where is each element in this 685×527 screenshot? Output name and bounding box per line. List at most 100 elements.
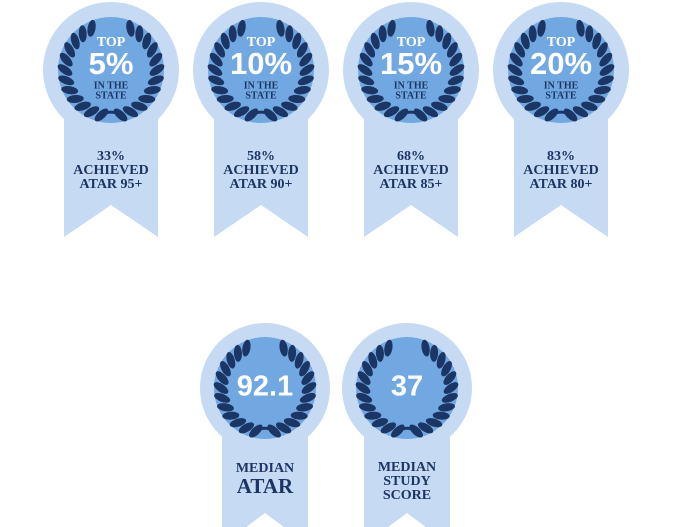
laurel-leaf [275, 422, 292, 434]
ribbon-text: MEDIAN [378, 460, 436, 475]
laurel-leaf [242, 339, 251, 357]
laurel-leaf [380, 422, 397, 434]
laurel-leaf [576, 19, 585, 37]
laurel-leaf [299, 393, 316, 403]
laurel-leaf [355, 382, 371, 394]
laurel-leaf [147, 75, 164, 86]
laurel-leaf [237, 19, 246, 37]
laurel-leaf [66, 94, 84, 103]
laurel-leaf [296, 403, 313, 412]
laurel-leaf [533, 106, 550, 118]
laurel-leaf [244, 108, 259, 122]
laurel-leaf [59, 52, 73, 67]
laurel-leaf [131, 101, 148, 111]
laurel-leaf [442, 32, 452, 50]
laurel-leaf [426, 19, 435, 37]
badge-inner [356, 337, 458, 439]
laurel-leaf [214, 42, 226, 58]
laurel-leaf [58, 75, 75, 86]
laurel-leaf [441, 361, 452, 377]
laurel-leaf [563, 108, 578, 122]
laurel-leaf [263, 108, 278, 122]
laurel-leaf [368, 352, 378, 369]
laurel-leaf [299, 361, 310, 377]
badge-big: 10% [230, 46, 292, 81]
ribbon-text: ACHIEVED [373, 163, 448, 178]
laurel-leaf [301, 371, 315, 385]
laurel-leaf [216, 94, 234, 103]
laurel-leaf [209, 52, 223, 67]
laurel-leaf [64, 42, 76, 58]
laurel-leaf [57, 64, 73, 76]
laurel-stem [250, 110, 272, 117]
laurel-leaf [384, 339, 393, 357]
laurel-leaf [122, 106, 139, 118]
badge-sub: IN THE [544, 80, 579, 91]
laurel-leaf [378, 25, 387, 43]
laurel-leaf [581, 101, 598, 111]
laurel-leaf [126, 19, 135, 37]
laurel-leaf [449, 52, 463, 67]
laurel-leaf [249, 424, 263, 438]
laurel-leaf [87, 19, 96, 37]
laurel-leaf [375, 344, 384, 362]
laurel-leaf [61, 85, 79, 95]
laurel-leaf [508, 75, 525, 86]
laurel-leaf [524, 101, 541, 111]
laurel-leaf [142, 32, 152, 50]
badge-top: TOP [97, 35, 126, 50]
ribbon-text: 68% [397, 149, 425, 164]
laurel-leaf [572, 106, 589, 118]
laurel-leaf [226, 352, 236, 369]
laurel-leaf [296, 42, 308, 58]
laurel-leaf [272, 106, 289, 118]
laurel-leaf [279, 339, 288, 357]
laurel-leaf [425, 418, 443, 428]
laurel-leaf [447, 75, 464, 86]
laurel-leaf [285, 25, 294, 43]
laurel-leaf [267, 424, 281, 438]
laurel-stem [255, 426, 275, 433]
laurel-leaf [215, 371, 229, 385]
laurel-leaf [357, 64, 373, 76]
laurel-leaf [436, 352, 446, 369]
badge-inner [508, 17, 614, 123]
laurel-leaf [74, 101, 91, 111]
laurel-leaf [449, 64, 465, 76]
laurel-leaf [143, 85, 161, 95]
laurel-leaf [514, 42, 526, 58]
laurel-leaf [233, 106, 250, 118]
badge-top: TOP [397, 35, 426, 50]
badge-top: TOP [547, 35, 576, 50]
laurel-leaf [438, 403, 455, 412]
badge-inner [214, 337, 316, 439]
badge-inner [208, 17, 314, 123]
laurel-leaf [70, 32, 80, 50]
badge-inner [58, 17, 164, 123]
ribbon-text: ACHIEVED [73, 163, 148, 178]
laurel-leaf [446, 42, 458, 58]
laurel-leaf [391, 424, 405, 438]
laurel-leaf [441, 393, 458, 403]
laurel-leaf [431, 101, 448, 111]
ribbon-text: 58% [247, 149, 275, 164]
laurel-leaf [356, 393, 373, 403]
laurel-leaf [371, 418, 389, 428]
laurel-leaf [599, 52, 613, 67]
laurel-leaf [299, 52, 313, 67]
ribbon-text: ATAR [237, 474, 294, 498]
laurel-leaf [421, 339, 430, 357]
laurel-leaf [585, 25, 594, 43]
laurel-leaf [537, 19, 546, 37]
laurel-leaf [364, 42, 376, 58]
laurel-leaf [208, 75, 225, 86]
badge-sub: STATE [545, 90, 577, 101]
laurel-leaf [361, 85, 379, 95]
laurel-leaf [409, 424, 423, 438]
laurel-leaf [229, 418, 247, 428]
badge-big: 5% [89, 46, 134, 81]
laurel-stem [100, 110, 122, 117]
